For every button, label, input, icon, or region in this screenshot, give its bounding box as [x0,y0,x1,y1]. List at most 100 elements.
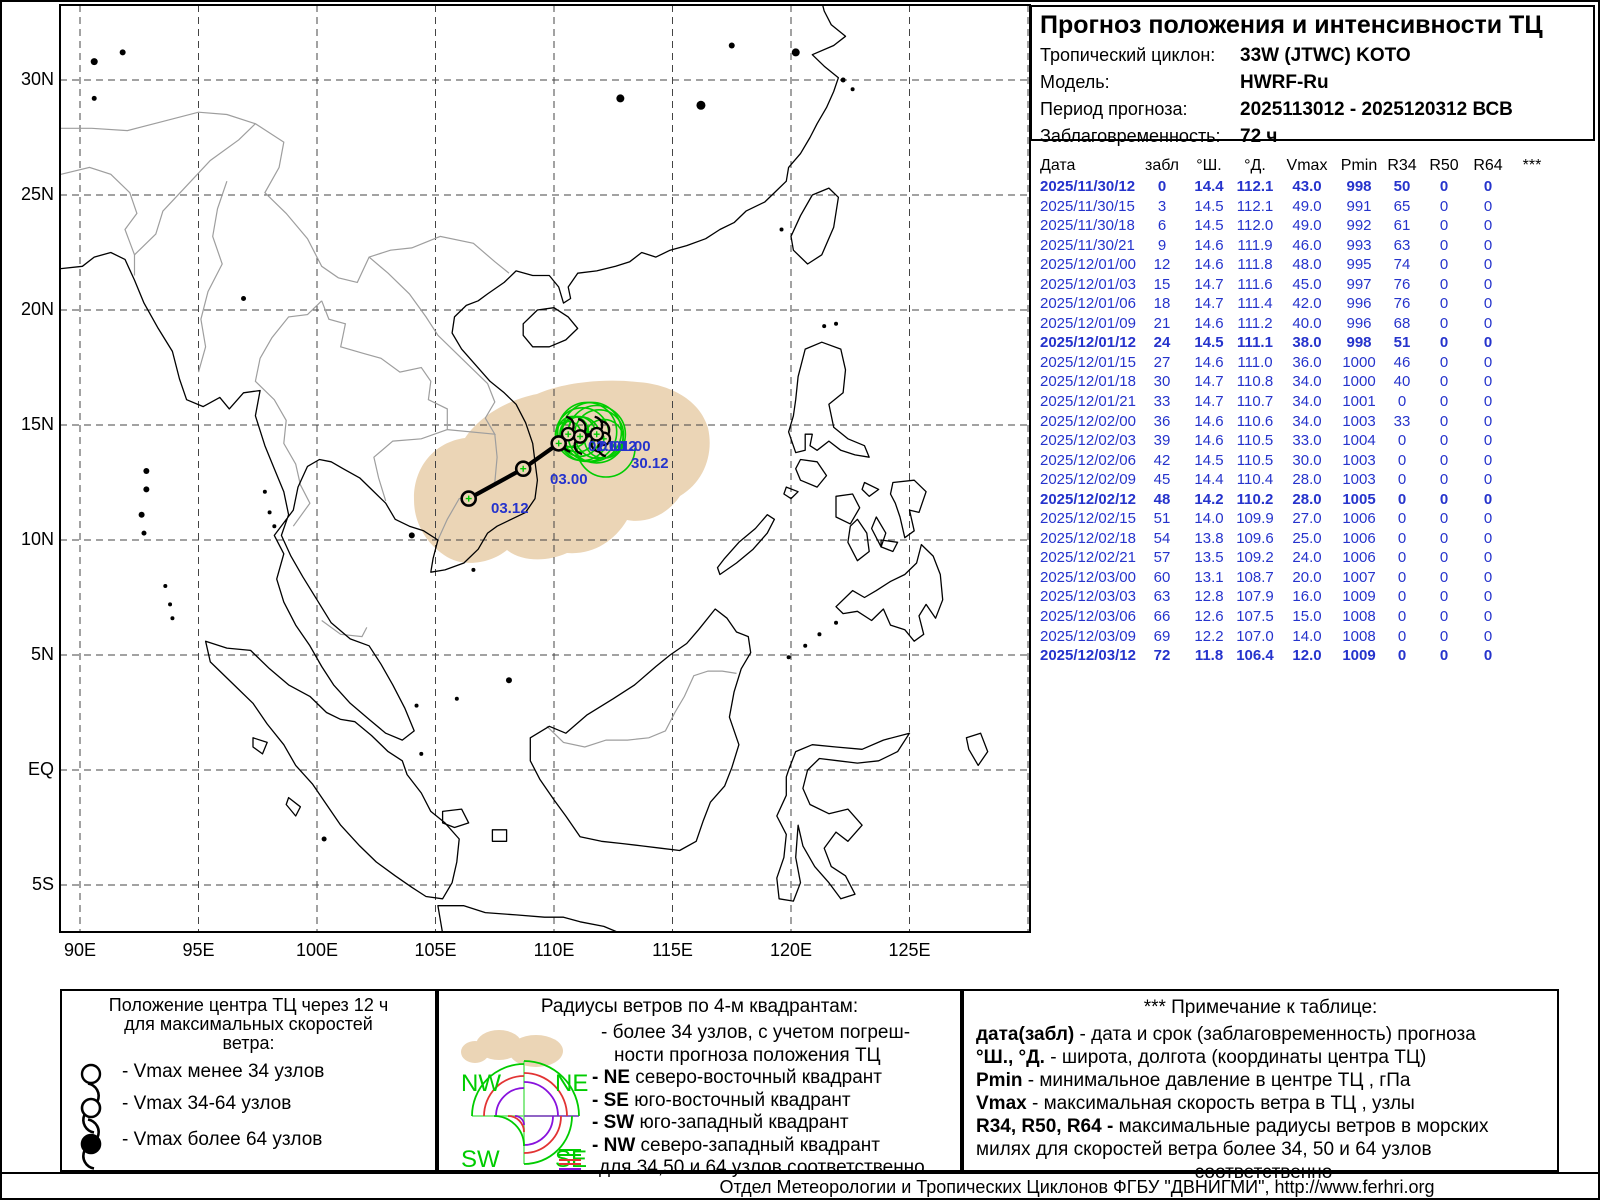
table-cell: 0 [1439,529,1449,547]
table-cell: 0 [1439,568,1449,586]
table-cell: 2025/12/01/12 [1040,334,1136,352]
header-field-value: 72 ч [1240,126,1278,147]
table-cell: 111.6 [1237,275,1273,293]
table-cell: 45.0 [1292,275,1322,293]
table-header-cell: *** [1522,157,1542,174]
legend-center-item-text: - Vmax более 64 узлов [122,1129,323,1150]
country-borders [60,111,737,748]
table-cell [1510,548,1554,568]
table-row: 2025/12/02/00 36 14.6 110.6 34.0 1003 33 0 0 [1038,412,1594,432]
table-cell: 28.0 [1292,490,1322,508]
table-cell: 1006 [1342,549,1376,567]
table-cell: 992 [1346,217,1372,235]
notes-line: Vmax - максимальная скорость ветра в ТЦ … [976,1093,1415,1114]
table-cell: 0 [1483,529,1493,547]
table-header-cell: Pmin [1340,157,1378,174]
table-row: 2025/12/03/00 60 13.1 108.7 20.0 1007 0 0 0 [1038,568,1594,588]
table-header-cell: Дата [1040,157,1076,174]
table-cell: 0 [1397,451,1407,469]
table-cell: 49.0 [1292,217,1322,235]
table-cell: 112.0 [1236,217,1274,235]
table-cell: 57 [1153,549,1171,567]
graticule-grid [60,5,1030,932]
legend-radii-line: - NW северо-западный квадрант [592,1134,880,1156]
table-cell: 996 [1346,295,1372,313]
table-cell [1510,470,1554,490]
header-field-label: Тропический циклон: [1040,45,1216,65]
table-row: 2025/12/03/06 66 12.6 107.5 15.0 1008 0 0 0 [1038,607,1594,627]
table-cell: 991 [1346,197,1372,215]
table-cell: 14.5 [1194,334,1224,352]
table-cell: 61 [1393,217,1411,235]
table-cell: 997 [1346,275,1372,293]
table-cell: 14.7 [1194,295,1224,313]
table-row: 2025/12/02/03 39 14.6 110.5 33.0 1004 0 0 0 [1038,431,1594,451]
table-cell [1510,275,1554,295]
table-cell: 0 [1483,197,1493,215]
table-cell: 0 [1397,393,1407,411]
table-cell: 34.0 [1292,373,1322,391]
table-header-cell: °Д. [1244,157,1266,174]
table-cell: 28.0 [1292,471,1322,489]
table-row: 2025/12/02/12 48 14.2 110.2 28.0 1005 0 0 0 [1038,490,1594,510]
table-row: 2025/12/03/12 72 11.8 106.4 12.0 1009 0 0 0 [1038,646,1594,666]
table-cell [1510,333,1554,353]
notes-line: Pmin - минимальное давление в центре ТЦ … [976,1070,1411,1091]
table-header-cell: R50 [1429,157,1459,174]
table-cell: 0 [1483,178,1493,195]
table-cell: 14.5 [1194,217,1224,235]
legend-center-title-line: Положение центра ТЦ через 12 ч [108,995,389,1015]
table-cell [1510,509,1554,529]
table-cell: 0 [1439,510,1449,528]
table-cell [1510,314,1554,334]
table-cell: 0 [1397,510,1407,528]
table-row: 2025/12/03/03 63 12.8 107.9 16.0 1009 0 0 0 [1038,587,1594,607]
legend-radii-line: - более 34 узлов, с учетом погреш- [601,1022,911,1043]
table-cell: 14.0 [1292,627,1322,645]
table-cell [1510,392,1554,412]
table-cell: 30.0 [1292,451,1322,469]
table-cell: 14.5 [1194,197,1224,215]
table-cell: 111.9 [1237,236,1273,254]
table-cell: 0 [1439,490,1449,508]
table-cell: 21 [1153,314,1171,332]
table-cell: 0 [1439,275,1449,293]
table-cell: 54 [1153,529,1171,547]
table-cell: 0 [1439,549,1449,567]
legend-center-title-line: для максимальных скоростей [124,1014,373,1034]
table-cell: 0 [1397,549,1407,567]
table-cell: 0 [1483,334,1493,352]
table-cell: 993 [1346,236,1372,254]
table-cell: 27 [1153,353,1171,371]
table-cell: 0 [1483,373,1493,391]
header-field-value: 2025113012 - 2025120312 ВСВ [1240,99,1513,120]
table-cell: 1008 [1342,608,1376,626]
table-cell: 1003 [1342,451,1376,469]
table-row: 2025/12/01/03 15 14.7 111.6 45.0 997 76 0 0 [1038,275,1594,295]
svg-text:SW: SW [461,1146,500,1173]
table-cell: 12 [1153,256,1171,274]
table-cell: 2025/12/02/21 [1040,549,1136,567]
table-cell [1510,216,1554,236]
table-cell [1510,451,1554,471]
table-cell: 1003 [1342,412,1376,430]
table-cell: 106.4 [1236,647,1274,665]
table-cell [1510,431,1554,451]
table-cell: 2025/12/02/09 [1040,471,1136,489]
table-row: 2025/12/01/00 12 14.6 111.8 48.0 995 74 0 0 [1038,255,1594,275]
table-cell [1510,236,1554,256]
table-cell: 0 [1397,490,1407,508]
table-cell: 0 [1439,412,1449,430]
table-cell: 1007 [1342,568,1376,586]
table-cell: 48 [1153,490,1171,508]
table-cell: 111.2 [1237,314,1273,332]
header-field: Заблаговременность: 72 ч [1040,126,1587,148]
table-row: 2025/12/01/12 24 14.5 111.1 38.0 998 51 0 0 [1038,333,1594,353]
table-cell: 2025/12/01/03 [1040,275,1136,293]
table-cell: 0 [1397,647,1407,665]
table-cell: 51 [1153,510,1171,528]
track-point-02.12 [550,435,568,452]
table-cell: 14.6 [1194,432,1224,450]
table-cell: 33.0 [1292,432,1322,450]
